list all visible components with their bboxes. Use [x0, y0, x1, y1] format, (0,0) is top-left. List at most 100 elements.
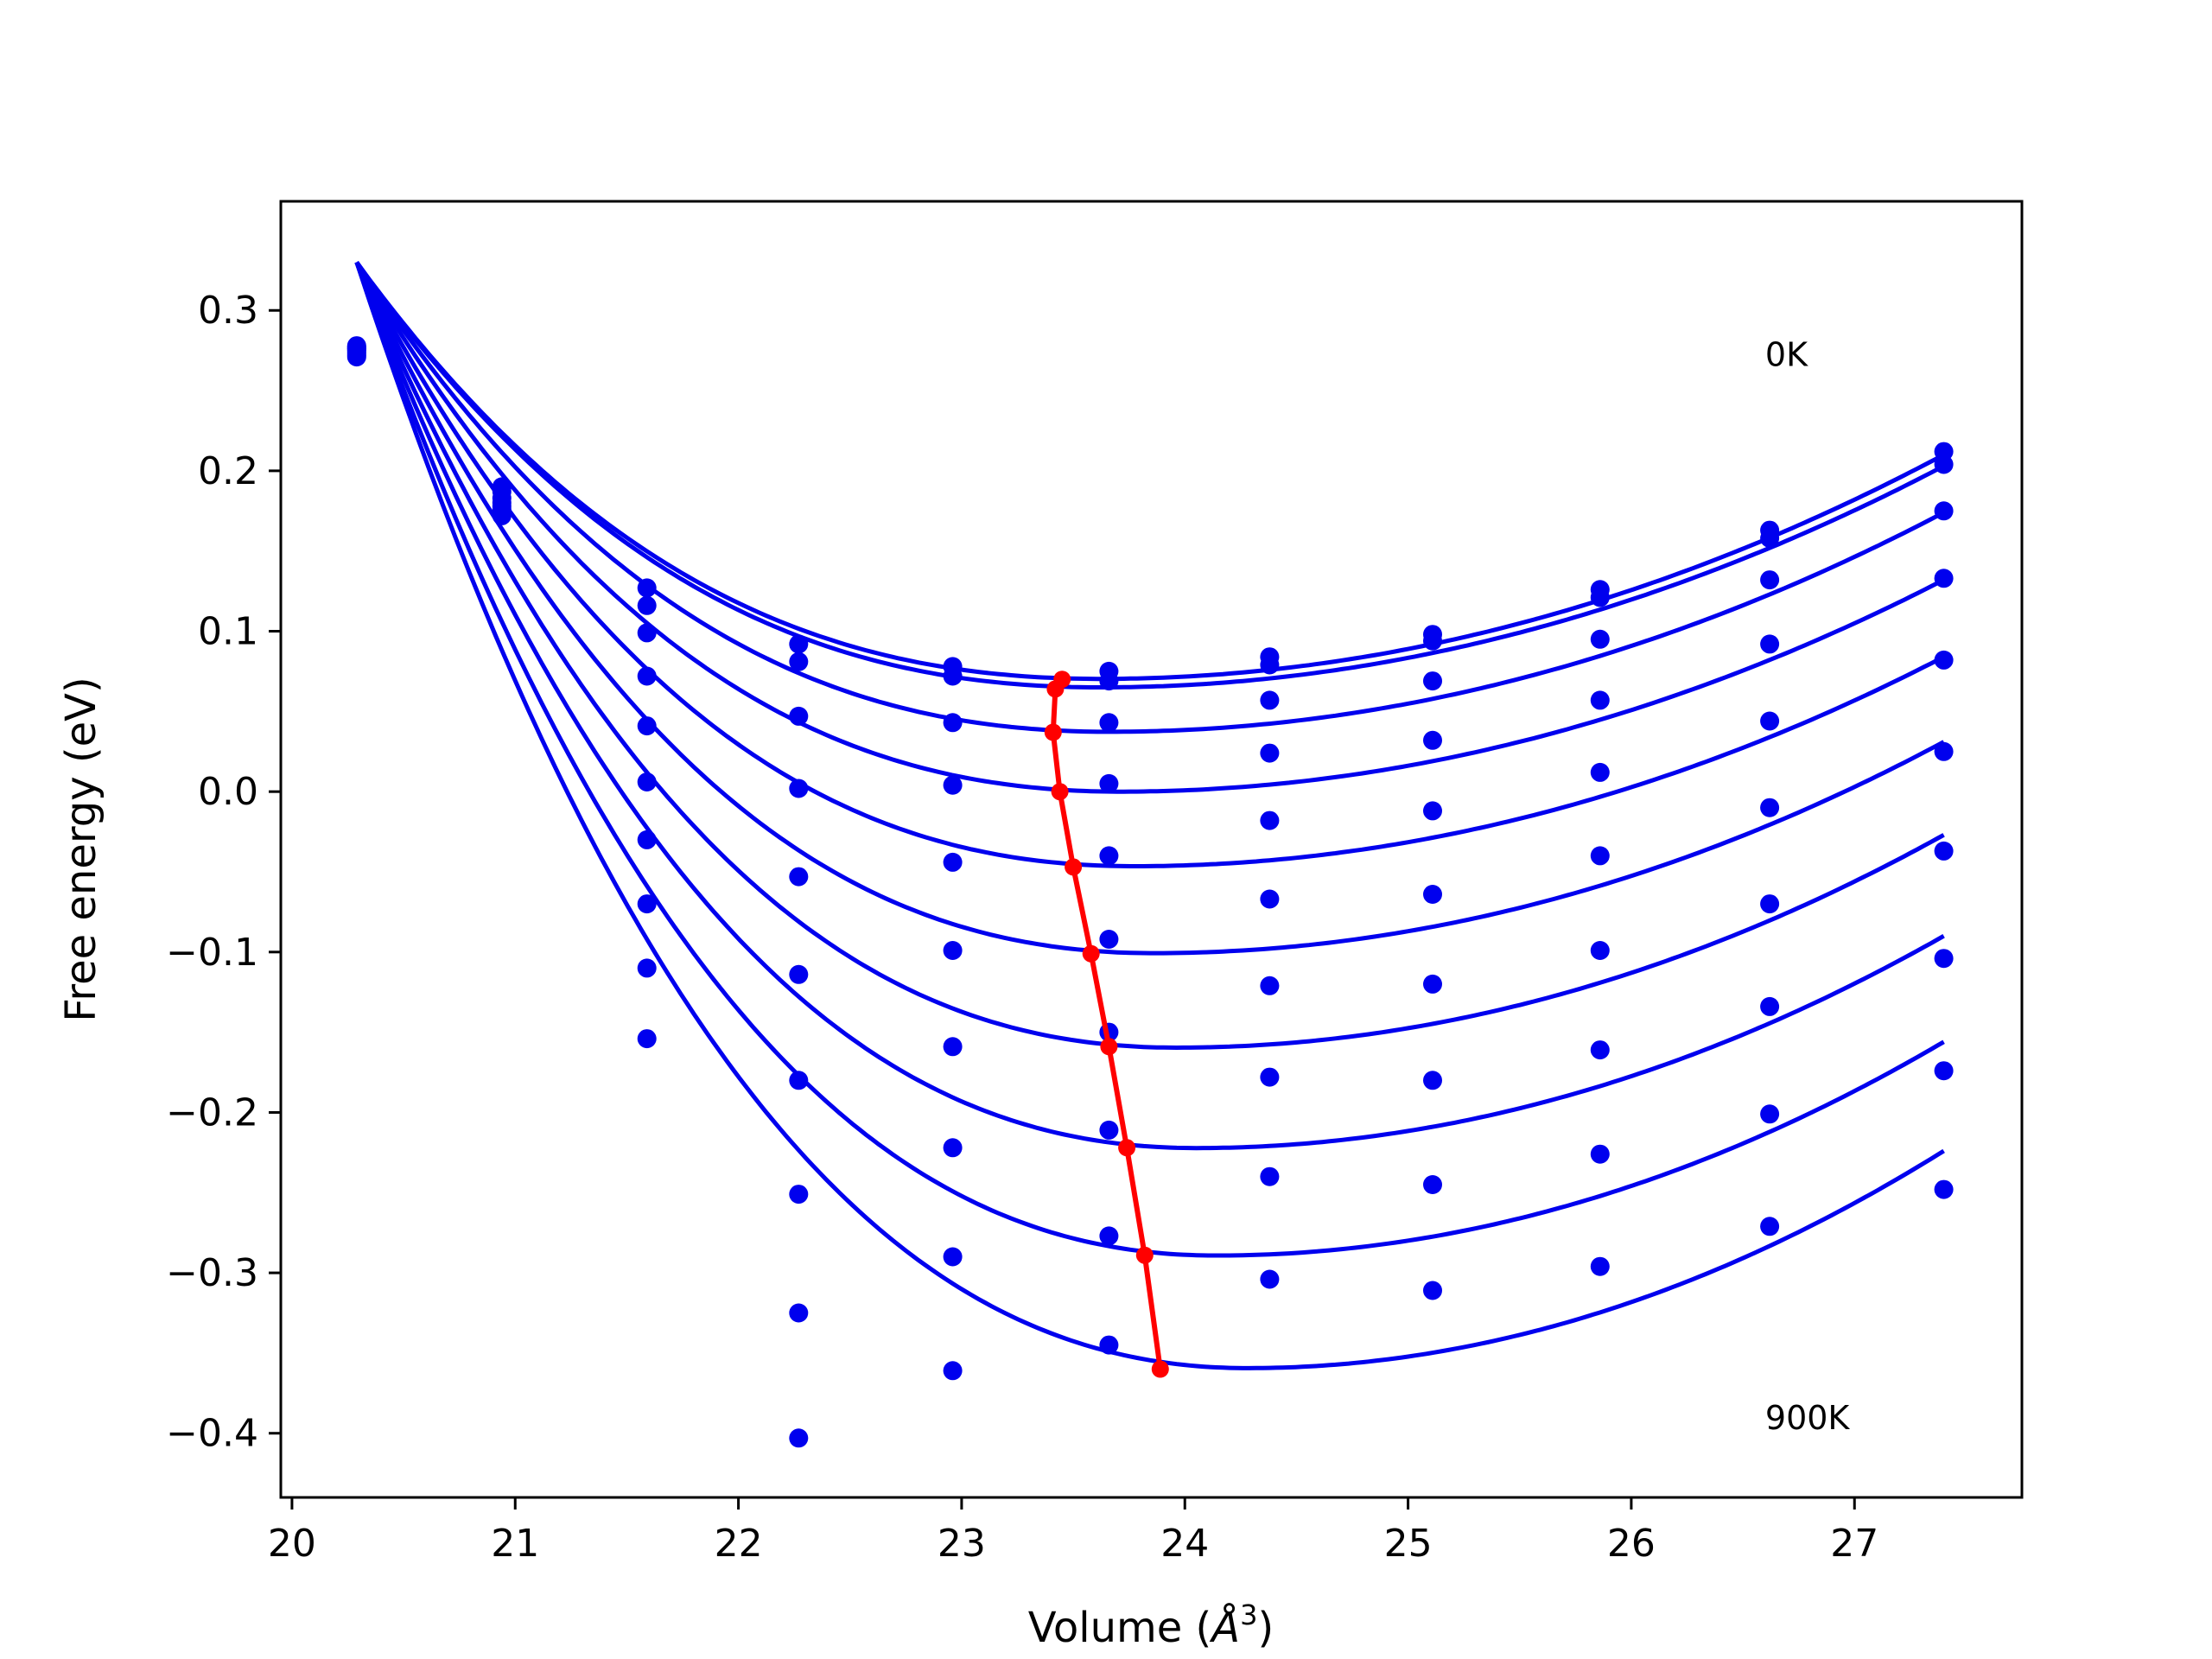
data-point-s5-7 — [1423, 885, 1442, 904]
data-point-s1-7 — [1423, 631, 1442, 651]
y-tick-label-0: −0.4 — [166, 1412, 258, 1456]
x-tick-label-23: 23 — [938, 1522, 986, 1566]
data-point-s7-2 — [637, 894, 657, 914]
data-point-s2-3 — [789, 706, 809, 726]
data-point-s2-9 — [1760, 570, 1780, 590]
annotation-0: 0K — [1765, 335, 1808, 373]
data-point-s3-2 — [637, 666, 657, 686]
data-point-s9-4 — [943, 1361, 963, 1381]
x-tick-label-25: 25 — [1384, 1522, 1433, 1566]
data-point-s7-5 — [1099, 1120, 1119, 1140]
data-point-s5-6 — [1260, 889, 1280, 909]
data-point-s8-9 — [1760, 1104, 1780, 1124]
y-axis-label: Free energy (eV) — [57, 677, 105, 1021]
data-point-s3-6 — [1260, 743, 1280, 763]
data-point-s7-4 — [943, 1138, 963, 1158]
equilibrium-point-9 — [1151, 1360, 1169, 1378]
data-point-s9-10 — [1934, 1179, 1954, 1199]
data-point-s0-3 — [789, 634, 809, 654]
axis-ticks-layer: 20 21 22 23 24 25 26 27 −0.4 −0.3 −0.2 −0.1 0.0 0.1 0.… — [166, 289, 1878, 1566]
fit-curve-3 — [354, 261, 1945, 794]
data-point-s7-3 — [789, 1185, 809, 1205]
data-point-s5-4 — [943, 941, 963, 960]
equilibrium-point-2 — [1044, 723, 1062, 741]
data-point-s4-7 — [1423, 801, 1442, 821]
data-point-s9-9 — [1760, 1217, 1780, 1236]
equilibrium-line — [1050, 677, 1163, 1370]
y-tick-label-2: −0.2 — [166, 1090, 258, 1135]
y-tick-label-5: 0.1 — [198, 610, 258, 654]
data-point-s8-10 — [1934, 1061, 1954, 1081]
data-point-s0-2 — [637, 578, 657, 598]
x-axis-label-suffix: ) — [1257, 1604, 1274, 1652]
data-point-s6-6 — [1260, 976, 1280, 995]
data-point-s8-6 — [1260, 1166, 1280, 1186]
fit-curve-2 — [354, 261, 1945, 734]
data-point-s5-8 — [1590, 846, 1610, 866]
x-axis-label-symbol: Å — [1209, 1603, 1240, 1652]
equilibrium-point-3 — [1051, 783, 1069, 801]
data-point-s4-10 — [1934, 650, 1954, 670]
data-point-s8-5 — [1099, 1226, 1119, 1246]
data-point-s9-3 — [789, 1428, 809, 1448]
data-point-s5-10 — [1934, 741, 1954, 761]
data-point-s9-1 — [492, 505, 512, 525]
data-point-s7-6 — [1260, 1067, 1280, 1087]
fit-curve-1 — [354, 261, 1945, 690]
data-point-s8-8 — [1590, 1144, 1610, 1164]
fit-curve-5 — [354, 261, 1945, 956]
x-axis-label-exponent: 3 — [1240, 1599, 1257, 1631]
data-point-s8-7 — [1423, 1175, 1442, 1194]
data-point-s9-5 — [1099, 1335, 1119, 1355]
data-point-s8-3 — [789, 1303, 809, 1323]
data-point-s1-3 — [789, 652, 809, 671]
data-point-s8-2 — [637, 958, 657, 978]
y-tick-label-7: 0.3 — [198, 289, 258, 333]
data-point-s1-5 — [1099, 671, 1119, 691]
data-point-s3-10 — [1934, 569, 1954, 588]
data-point-s9-2 — [637, 1029, 657, 1049]
data-point-s3-3 — [789, 779, 809, 798]
data-point-s9-8 — [1590, 1256, 1610, 1276]
x-axis-label-prefix: Volume ( — [1028, 1604, 1212, 1652]
y-tick-label-1: −0.3 — [166, 1251, 258, 1295]
data-point-s1-8 — [1590, 588, 1610, 607]
data-point-s4-3 — [789, 867, 809, 887]
data-point-s2-6 — [1260, 690, 1280, 710]
data-point-s6-9 — [1760, 894, 1780, 914]
data-point-s7-9 — [1760, 996, 1780, 1016]
data-point-s1-9 — [1760, 528, 1780, 548]
data-point-s5-5 — [1099, 930, 1119, 949]
data-point-s2-4 — [943, 713, 963, 733]
data-point-s4-4 — [943, 852, 963, 872]
data-point-s3-9 — [1760, 634, 1780, 654]
data-point-s6-2 — [637, 830, 657, 849]
data-point-s4-6 — [1260, 810, 1280, 830]
data-point-s2-8 — [1590, 629, 1610, 649]
data-point-s9-0 — [346, 347, 366, 367]
data-point-s6-3 — [789, 1071, 809, 1090]
data-point-s6-8 — [1590, 941, 1610, 960]
data-point-s9-7 — [1423, 1281, 1442, 1300]
x-tick-label-20: 20 — [268, 1522, 316, 1566]
x-tick-label-21: 21 — [491, 1522, 539, 1566]
data-point-s1-6 — [1260, 655, 1280, 675]
equilibrium-point-7 — [1118, 1139, 1136, 1157]
fit-curve-6 — [354, 261, 1945, 1051]
data-point-s8-4 — [943, 1247, 963, 1267]
data-point-s1-4 — [943, 666, 963, 686]
data-point-s9-6 — [1260, 1269, 1280, 1289]
data-point-s1-10 — [1934, 454, 1954, 474]
data-point-s5-3 — [789, 964, 809, 984]
data-point-s4-8 — [1590, 690, 1610, 710]
data-point-s7-10 — [1934, 949, 1954, 969]
data-point-s7-8 — [1590, 1040, 1610, 1060]
annotation-layer: 0K 900K — [1765, 335, 1851, 1437]
data-point-s5-9 — [1760, 798, 1780, 817]
equilibrium-point-6 — [1100, 1038, 1118, 1056]
x-tick-label-27: 27 — [1830, 1522, 1878, 1566]
data-point-s4-2 — [637, 716, 657, 736]
data-point-s4-5 — [1099, 846, 1119, 866]
data-point-s6-4 — [943, 1037, 963, 1057]
